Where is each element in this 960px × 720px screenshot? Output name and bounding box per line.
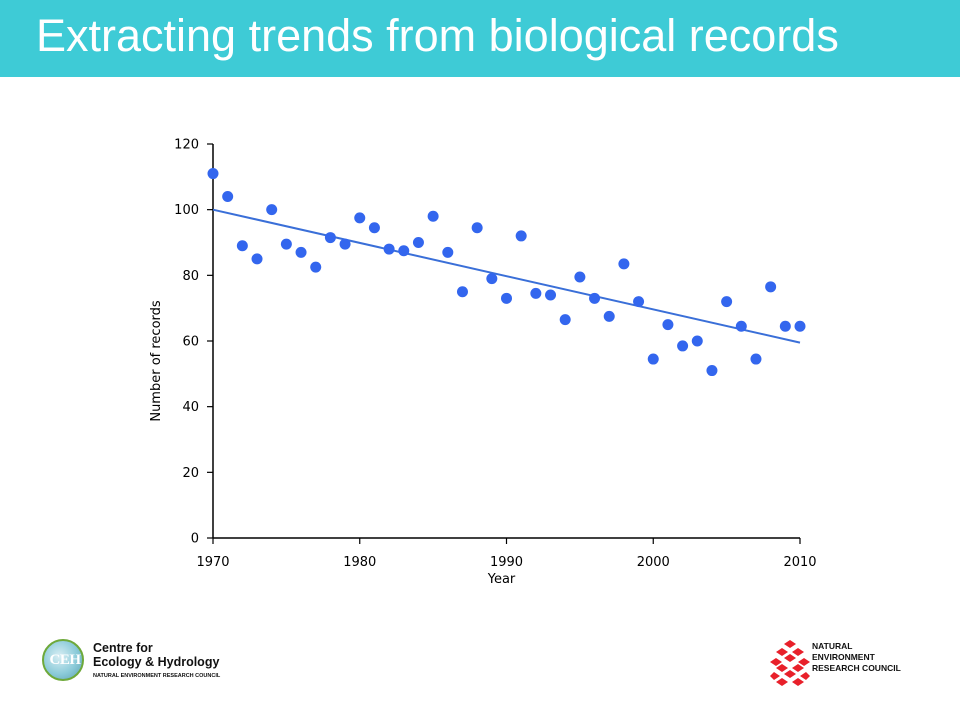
slide-title: Extracting trends from biological record… [36,10,839,61]
y-axis-label: Number of records [149,300,164,422]
data-point [677,340,689,352]
title-bar: Extracting trends from biological record… [0,0,960,77]
nerc-logo: NATURAL ENVIRONMENT RESEARCH COUNCIL [770,638,930,688]
data-point [354,212,366,224]
data-point [266,204,278,216]
data-point [280,238,292,250]
data-point [442,246,454,258]
ceh-name: Centre for Ecology & Hydrology [93,641,219,669]
y-tick-label: 120 [174,138,199,153]
nerc-line3: RESEARCH COUNCIL [812,663,901,673]
data-point [295,246,307,258]
data-point [207,168,219,180]
data-point [589,292,601,304]
data-point [339,238,351,250]
data-point [427,210,439,222]
ceh-name-line2: Ecology & Hydrology [93,655,220,669]
y-tick-label: 80 [182,269,199,284]
data-point [647,353,659,365]
y-tick-label: 40 [182,400,199,415]
data-point [324,232,336,244]
data-point [471,222,483,234]
y-tick-label: 60 [182,335,199,350]
ceh-subtitle: NATURAL ENVIRONMENT RESEARCH COUNCIL [93,673,221,679]
data-point [706,365,718,377]
data-point [251,253,263,265]
ceh-emblem-letters: CEH [49,652,81,668]
data-point [310,261,322,273]
data-point [530,287,542,299]
data-point [236,240,248,252]
y-tick-label: 100 [174,203,199,218]
data-point [368,222,380,234]
data-point [383,243,395,255]
data-point [691,335,703,347]
nerc-name: NATURAL ENVIRONMENT RESEARCH COUNCIL [812,641,901,674]
data-point [574,271,586,283]
data-point [721,296,733,308]
data-point [486,273,498,285]
data-point [735,320,747,332]
data-point [398,245,410,257]
x-axis-label: Year [487,572,516,587]
data-point [501,292,512,304]
trend-line [212,208,801,344]
data-point [765,281,777,293]
x-tick-label: 1970 [196,555,229,570]
x-tick-label: 1980 [343,555,376,570]
data-point [794,320,806,332]
x-tick-label: 2010 [783,555,816,570]
nerc-line2: ENVIRONMENT [812,652,875,662]
data-point [633,296,645,308]
data-point [222,191,234,203]
data-point [779,320,791,332]
data-point [618,258,630,270]
nerc-emblem-icon [770,640,810,686]
ceh-logo: CEH Centre for Ecology & Hydrology NATUR… [38,636,268,690]
data-point [559,314,571,326]
nerc-line1: NATURAL [812,641,853,651]
data-point [545,289,557,301]
y-tick-label: 0 [191,532,199,547]
ceh-emblem-icon: CEH [42,639,84,681]
y-tick-label: 20 [182,466,199,481]
ceh-name-line1: Centre for [93,641,153,655]
data-point [412,237,424,248]
x-tick-label: 2000 [637,555,670,570]
data-point [515,230,527,242]
data-point [662,319,674,331]
x-tick-label: 1990 [490,555,523,570]
data-point [456,286,468,298]
data-point [750,353,762,365]
data-point [603,310,615,322]
